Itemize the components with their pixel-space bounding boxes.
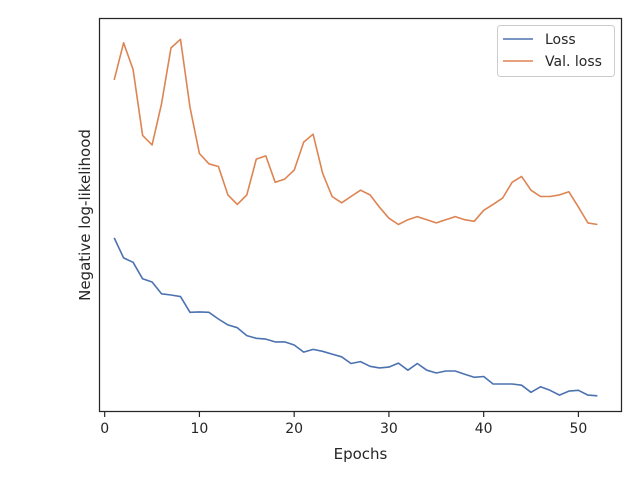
legend: Loss Val. loss (497, 25, 615, 77)
legend-label-loss: Loss (545, 32, 576, 48)
series-line-loss (113, 237, 598, 397)
x-tick-label: 40 (475, 421, 493, 437)
x-axis-ticks: 0 10 20 30 40 50 (100, 412, 587, 437)
legend-label-val-loss: Val. loss (545, 54, 602, 70)
series-layer (113, 38, 598, 397)
x-tick-label: 0 (100, 421, 109, 437)
x-tick-label: 20 (285, 421, 303, 437)
x-tick-label: 50 (570, 421, 588, 437)
plot-background (99, 18, 622, 412)
series-line-val-loss (113, 38, 598, 226)
x-tick-label: 30 (380, 421, 398, 437)
y-axis-label: Negative log-likelihood (76, 129, 94, 301)
plot-frame (98, 17, 623, 413)
x-tick-label: 10 (191, 421, 209, 437)
x-axis-label: Epochs (334, 445, 388, 463)
